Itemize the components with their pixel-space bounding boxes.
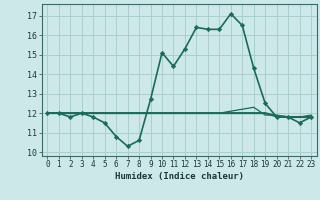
X-axis label: Humidex (Indice chaleur): Humidex (Indice chaleur): [115, 172, 244, 181]
